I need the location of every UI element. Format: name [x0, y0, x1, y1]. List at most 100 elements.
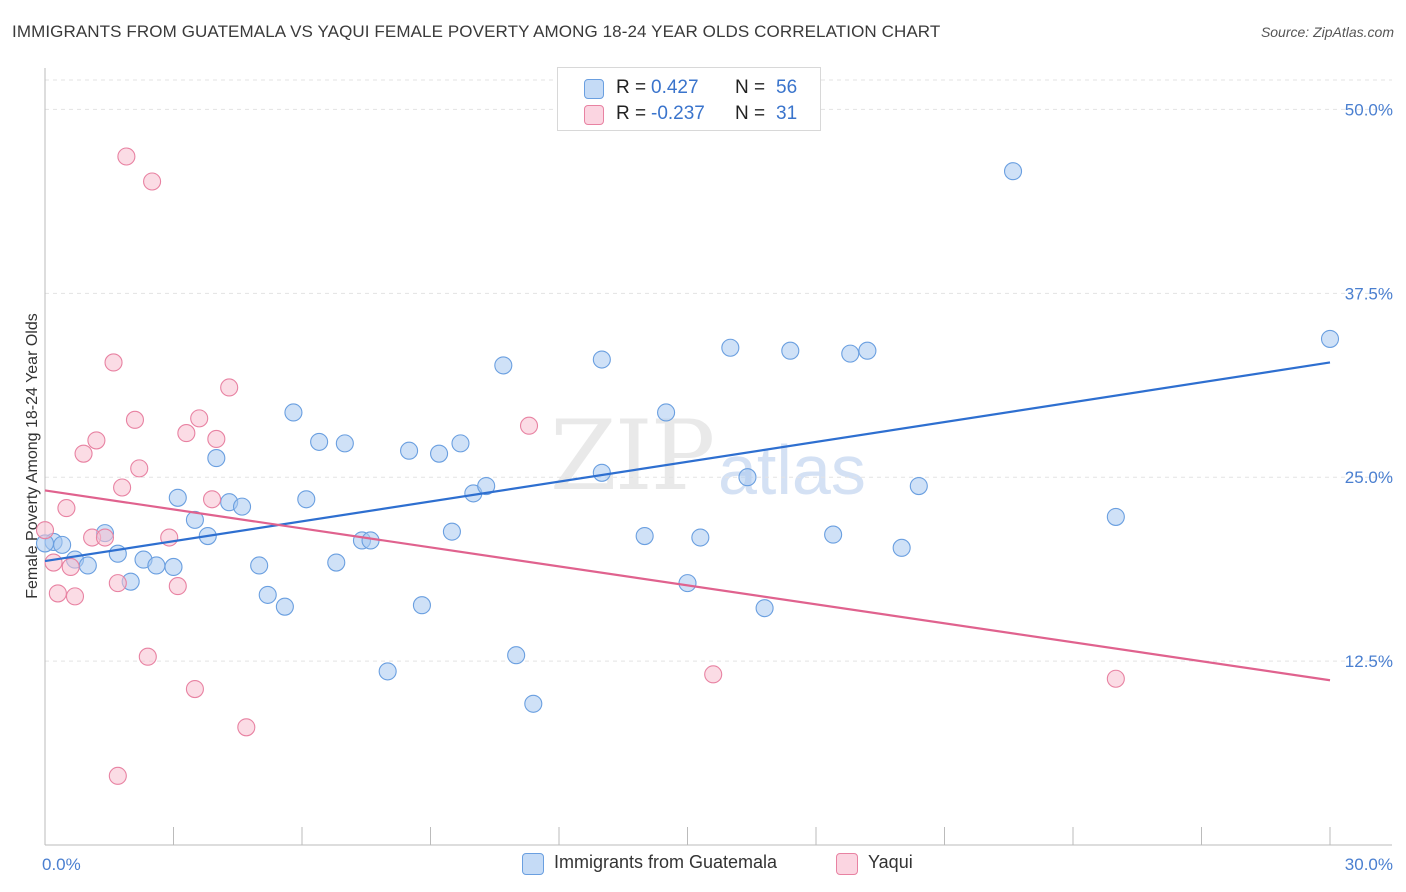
data-point-yaqui: [207, 429, 226, 449]
data-point-guatemala: [657, 403, 676, 422]
data-point-guatemala: [284, 403, 303, 422]
data-point-guatemala: [310, 432, 329, 451]
legend-n-value: 31: [776, 103, 798, 124]
data-point-guatemala: [168, 488, 187, 507]
data-point-guatemala: [524, 694, 543, 713]
data-point-yaqui: [48, 584, 67, 603]
chart-title: IMMIGRANTS FROM GUATEMALA VS YAQUI FEMAL…: [12, 22, 941, 41]
data-point-yaqui: [57, 499, 76, 518]
data-point-guatemala: [781, 341, 800, 360]
data-point-guatemala: [824, 525, 843, 544]
data-point-guatemala: [400, 441, 419, 460]
data-point-guatemala: [250, 556, 269, 575]
data-point-yaqui: [87, 431, 106, 450]
data-point-guatemala: [442, 522, 461, 541]
y-tick-label: 37.5%: [1345, 284, 1393, 303]
data-point-yaqui: [117, 147, 136, 166]
x-tick-label: 0.0%: [42, 855, 81, 874]
data-point-guatemala: [592, 463, 611, 482]
data-point-yaqui: [519, 416, 539, 435]
legend-label-yaqui: Yaqui: [868, 852, 913, 872]
data-point-guatemala: [164, 557, 183, 577]
legend-row-yaqui: R = -0.237 N = 31: [558, 102, 820, 128]
data-point-guatemala: [635, 527, 654, 546]
trend-line-guatemala: [44, 361, 1331, 563]
data-point-yaqui: [704, 665, 723, 684]
chart-source: Source: ZipAtlas.com: [1260, 24, 1394, 40]
data-point-yaqui: [35, 521, 55, 540]
data-point-guatemala: [477, 476, 496, 496]
data-point-guatemala: [430, 444, 449, 463]
legend-swatch-yaqui: [584, 105, 604, 125]
x-tick-label: 30.0%: [1345, 855, 1393, 874]
data-point-guatemala: [275, 597, 294, 616]
data-point-guatemala: [147, 556, 166, 575]
data-point-yaqui: [237, 718, 256, 737]
data-point-guatemala: [108, 544, 127, 563]
data-point-yaqui: [143, 172, 162, 191]
legend-r-value: 0.427: [651, 77, 699, 98]
legend-n-label: N =: [735, 103, 766, 124]
data-point-yaqui: [1106, 669, 1125, 688]
data-point-guatemala: [858, 341, 877, 360]
data-point-yaqui: [203, 490, 222, 509]
legend-r-label: R =: [616, 77, 647, 98]
data-point-yaqui: [108, 574, 127, 593]
data-point-yaqui: [74, 444, 93, 463]
data-point-guatemala: [1320, 329, 1340, 348]
data-point-guatemala: [841, 344, 860, 363]
y-axis-label: Female Poverty Among 18-24 Year Olds: [24, 313, 41, 599]
data-point-guatemala: [494, 356, 513, 375]
data-point-yaqui: [130, 459, 149, 478]
y-tick-label: 50.0%: [1345, 100, 1393, 119]
data-point-yaqui: [65, 587, 85, 606]
data-point-guatemala: [185, 510, 204, 529]
correlation-legend: R = 0.427 N = 56 R = -0.237 N = 31: [557, 67, 821, 131]
data-point-guatemala: [207, 449, 226, 468]
legend-label-guatemala: Immigrants from Guatemala: [554, 852, 778, 872]
data-point-guatemala: [53, 535, 72, 554]
trend-line-yaqui: [44, 489, 1331, 682]
data-point-yaqui: [104, 353, 123, 372]
legend-swatch-yaqui: [836, 853, 858, 875]
data-point-guatemala: [412, 596, 431, 615]
data-point-guatemala: [1003, 162, 1023, 181]
data-point-guatemala: [78, 556, 97, 575]
data-point-guatemala: [297, 490, 316, 509]
data-point-guatemala: [721, 338, 740, 357]
data-point-yaqui: [108, 766, 127, 785]
data-point-guatemala: [335, 434, 354, 453]
data-point-guatemala: [909, 476, 928, 496]
y-tick-label: 12.5%: [1345, 652, 1393, 671]
data-point-yaqui: [138, 647, 157, 666]
data-point-yaqui: [61, 557, 80, 577]
data-point-guatemala: [592, 350, 611, 369]
data-point-guatemala: [378, 662, 397, 681]
legend-r-value: -0.237: [651, 103, 705, 124]
data-point-guatemala: [738, 468, 757, 487]
data-point-guatemala: [691, 528, 710, 547]
data-point-yaqui: [185, 680, 204, 699]
data-point-yaqui: [177, 424, 196, 443]
watermark-zip: ZIP: [550, 400, 715, 512]
data-point-guatemala: [258, 585, 277, 604]
data-point-yaqui: [190, 409, 209, 428]
data-point-guatemala: [1106, 507, 1125, 526]
legend-n-value: 56: [776, 77, 798, 98]
data-point-guatemala: [678, 574, 697, 593]
data-point-guatemala: [507, 646, 526, 665]
data-point-yaqui: [95, 528, 115, 547]
data-point-yaqui: [220, 378, 239, 397]
data-point-guatemala: [327, 553, 346, 572]
data-point-yaqui: [113, 478, 132, 497]
legend-swatch-guatemala: [522, 853, 544, 875]
data-point-guatemala: [451, 434, 470, 453]
series-legend: Immigrants from Guatemala Yaqui: [0, 851, 1406, 877]
data-point-guatemala: [755, 599, 774, 618]
y-tick-label: 25.0%: [1345, 468, 1393, 487]
legend-r-label: R =: [616, 103, 647, 124]
legend-swatch-guatemala: [584, 79, 604, 99]
data-point-guatemala: [232, 497, 252, 516]
data-point-guatemala: [892, 538, 911, 557]
